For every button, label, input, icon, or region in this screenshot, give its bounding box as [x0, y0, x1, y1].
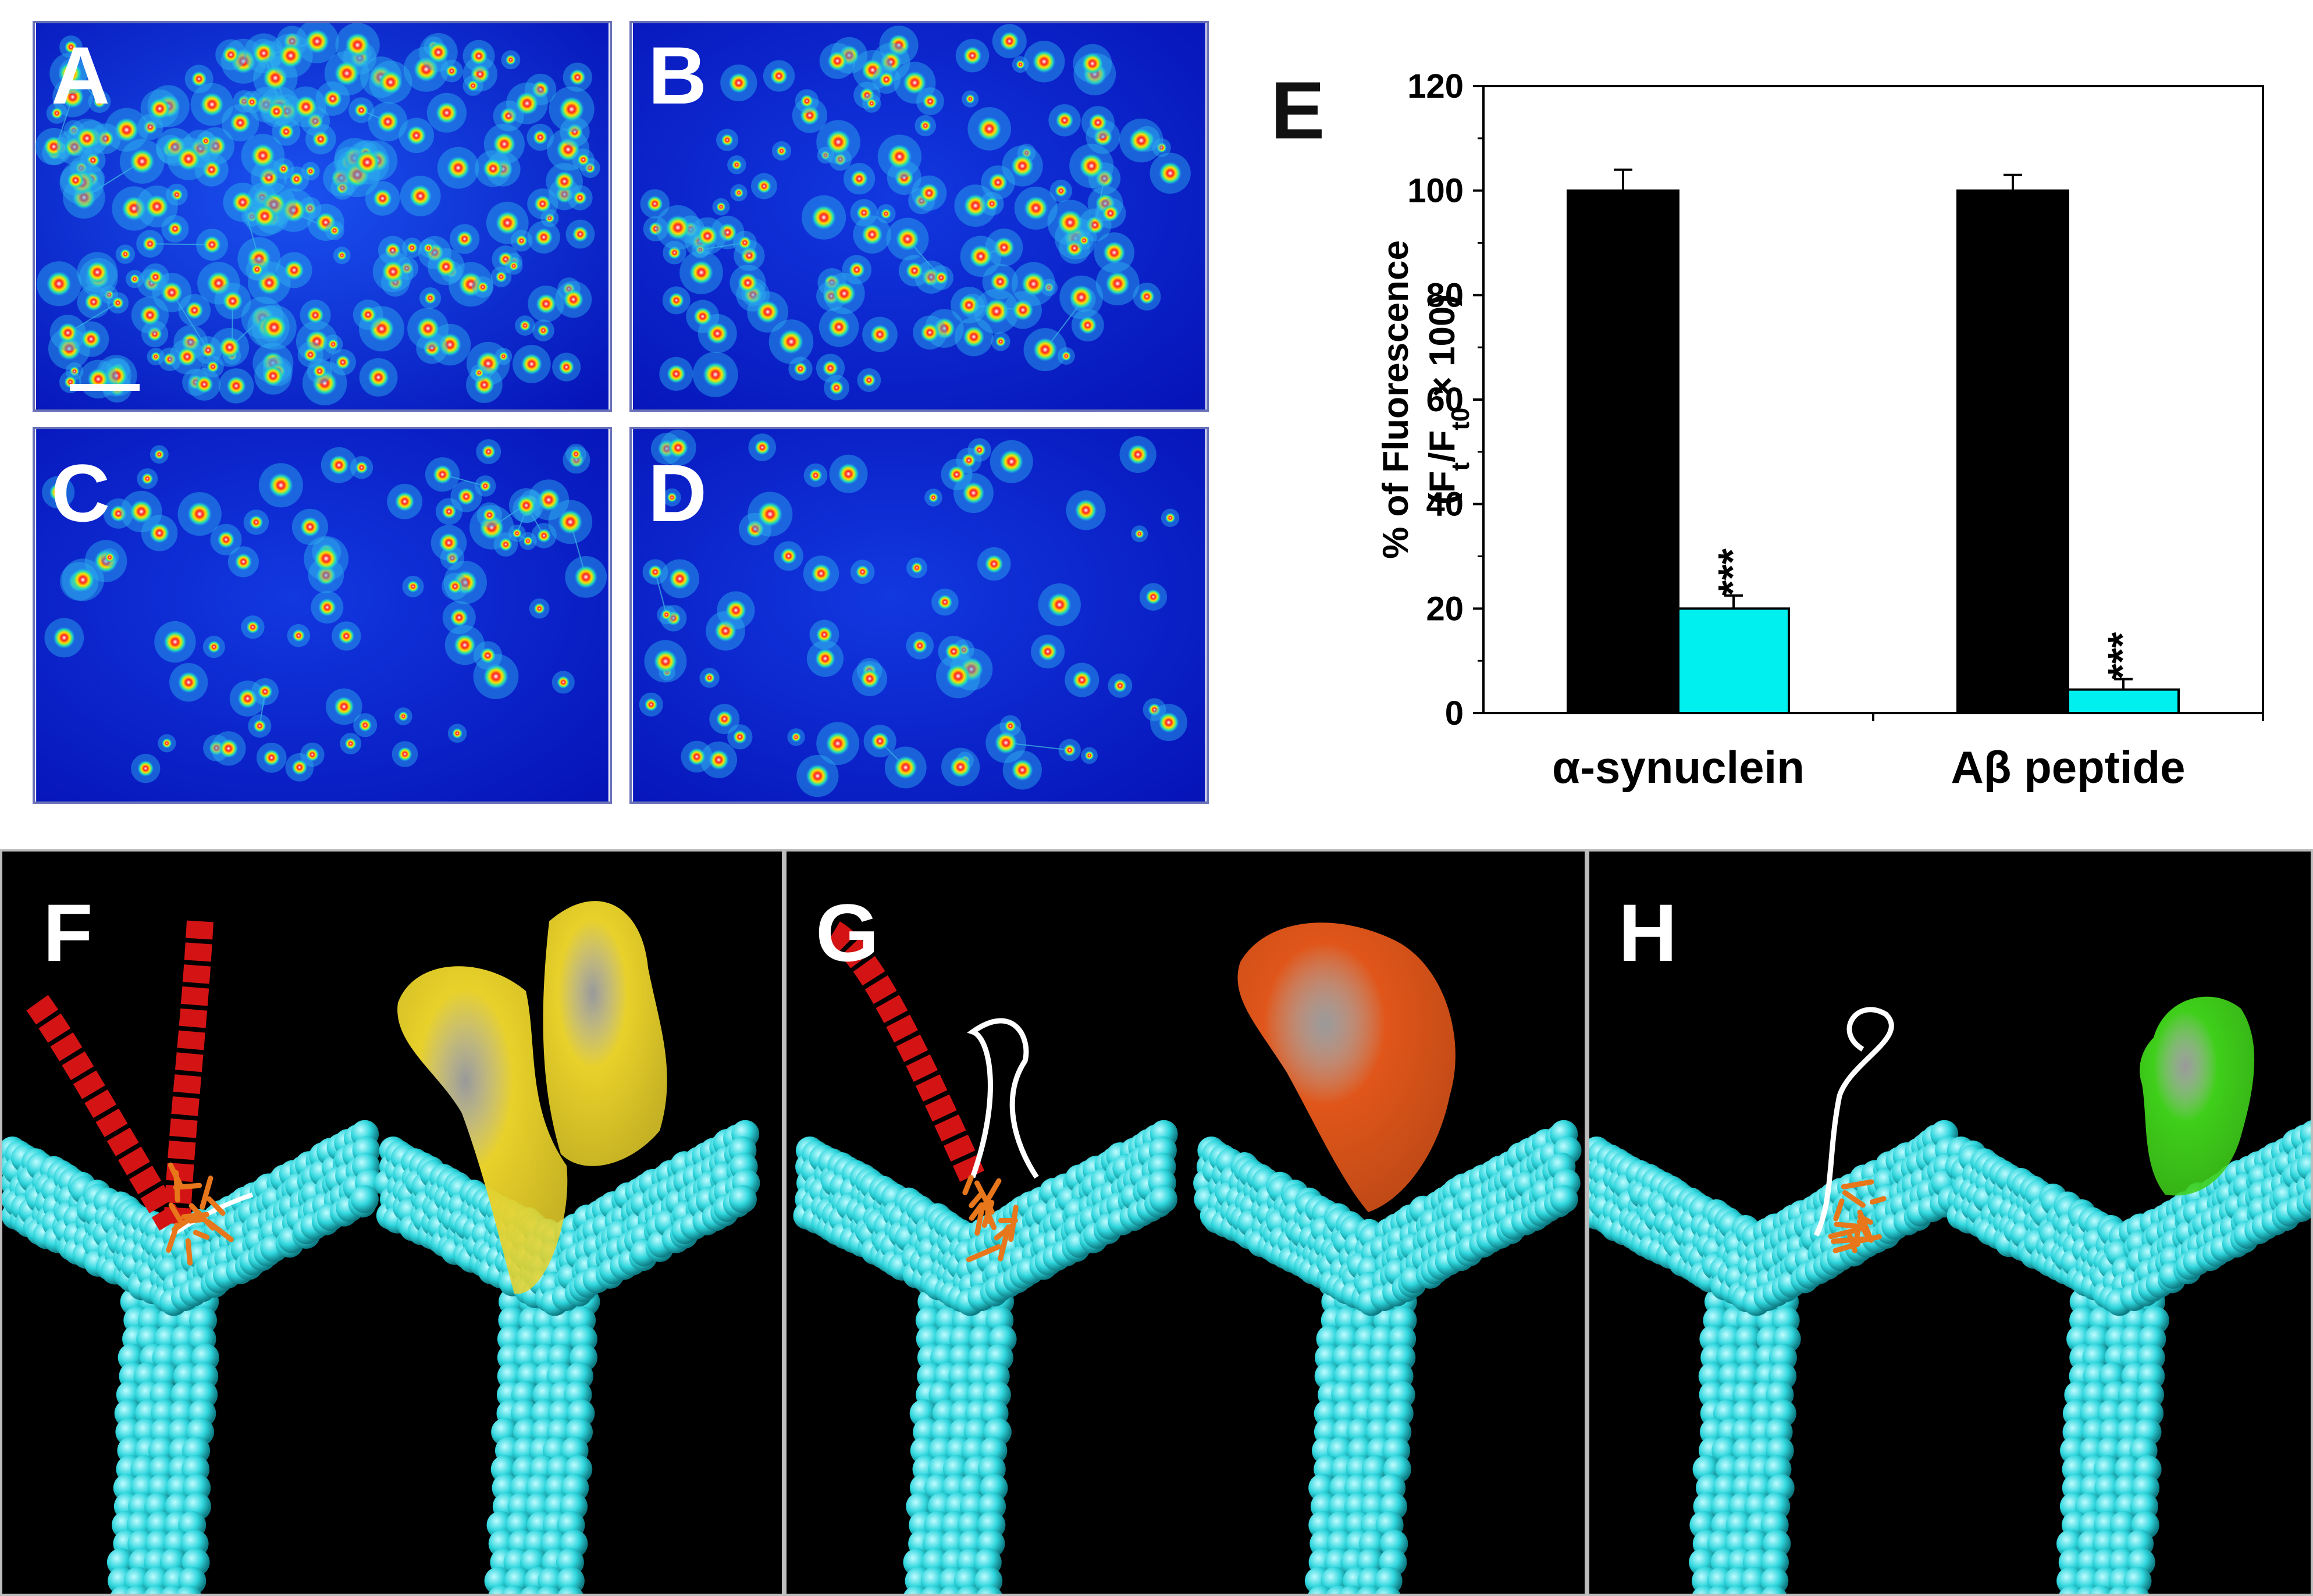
bar-treated	[1677, 607, 1790, 715]
significance-marker: ***	[2100, 632, 2145, 679]
receptor-spheres-right	[1193, 1120, 1582, 1594]
y-tick-label: 100	[1407, 172, 1464, 210]
receptor-spheres-left	[793, 1120, 1178, 1594]
ligand-ribbon	[825, 921, 1039, 1183]
y-tick-label: 60	[1426, 381, 1464, 419]
panel-label-e: E	[1271, 65, 1325, 156]
panel-label-b: B	[648, 30, 707, 121]
micrograph-c: C	[33, 427, 612, 804]
error-bar	[1724, 594, 1743, 609]
scale-bar	[70, 384, 140, 391]
micrograph-c-image	[36, 429, 609, 801]
error-bar	[2004, 173, 2022, 191]
structure-g: G	[784, 849, 1587, 1596]
error-bar	[2114, 678, 2133, 690]
panel-label-g: G	[816, 887, 879, 978]
micrograph-b-image	[632, 23, 1206, 409]
structure-g-render	[793, 921, 1582, 1594]
y-tick-label: 0	[1445, 694, 1464, 732]
receptor-spheres-right	[1945, 1120, 2311, 1594]
panel-label-d: D	[648, 447, 707, 539]
structure-f-render	[2, 901, 760, 1594]
bar-control	[1956, 189, 2069, 714]
micrograph-d: D	[629, 427, 1209, 804]
receptor-spheres-right	[374, 1120, 760, 1594]
x-category-label: α-synuclein	[1552, 742, 1805, 793]
receptor-spheres-left	[1589, 1120, 1966, 1594]
ligand-surface	[2140, 996, 2255, 1196]
receptor-spheres-left	[2, 1120, 383, 1594]
error-bar	[1614, 168, 1632, 191]
y-axis-label-formula: (Ft/Ft0 × 100)	[1422, 294, 1475, 505]
panel-label-h: H	[1618, 887, 1678, 978]
y-tick-label: 20	[1426, 590, 1464, 628]
structure-h-render	[1589, 996, 2311, 1594]
ligand-surface	[397, 901, 667, 1294]
bar-chart: 0 20 40 60 80 100 120 % of Fluorescence (Ft/Ft0 …	[1376, 67, 2264, 793]
structure-h: H	[1587, 849, 2313, 1596]
panel-label-f: F	[43, 887, 93, 978]
structure-f: F	[0, 849, 784, 1596]
ligand-ribbon	[1813, 1007, 1894, 1237]
bound-ligand-sticks	[962, 1175, 1019, 1263]
bar-treated	[2067, 688, 2180, 714]
micrograph-b: B	[629, 21, 1209, 412]
y-tick-label: 40	[1426, 486, 1464, 523]
chart-panel-e: 0 20 40 60 80 100 120 % of Fluorescence (Ft/Ft0 …	[1222, 0, 2313, 826]
significance-marker: ***	[1710, 548, 1755, 596]
ligand-surface	[1237, 922, 1456, 1212]
panel-label-a: A	[51, 30, 111, 121]
y-tick-label: 80	[1426, 276, 1464, 314]
bound-ligand-sticks	[1828, 1179, 1887, 1253]
y-axis-label: % of Fluorescence	[1376, 240, 1416, 559]
y-tick-label: 120	[1407, 67, 1464, 105]
micrograph-a-image	[35, 23, 609, 409]
micrograph-a: A	[33, 21, 612, 412]
bar-control	[1567, 189, 1679, 714]
bound-ligand-sticks	[166, 1162, 234, 1266]
micrograph-d-image	[633, 429, 1205, 801]
x-category-label: Aβ peptide	[1951, 742, 2186, 793]
panel-label-c: C	[51, 447, 111, 539]
